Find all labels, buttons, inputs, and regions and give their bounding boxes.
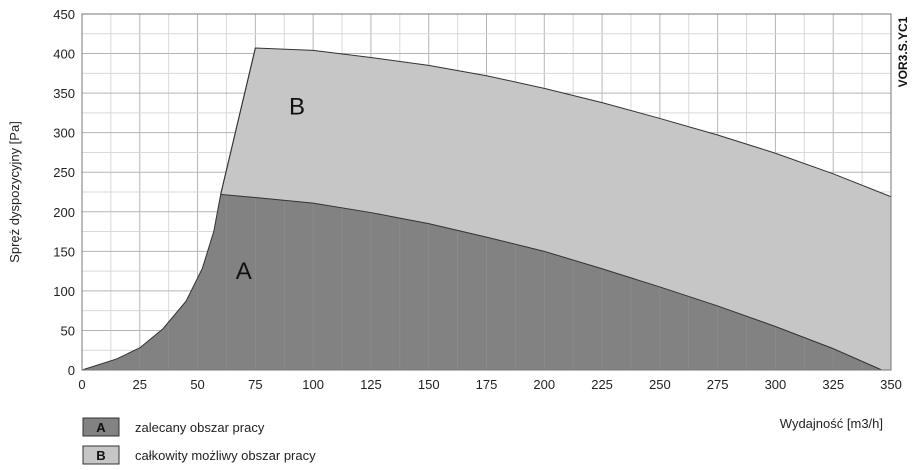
y-tick-label: 300 [53,126,75,141]
legend-item-b: B całkowity możliwy obszar pracy [82,445,316,465]
legend-item-a: A zalecany obszar pracy [82,417,265,437]
legend-label-a: zalecany obszar pracy [135,420,265,435]
y-tick-label: 50 [61,323,75,338]
x-tick-label: 75 [248,377,262,392]
area-a-upper-curve [81,193,882,371]
legend-key-a: A [96,420,106,435]
y-tick-label: 350 [53,86,75,101]
x-tick-label: 325 [822,377,844,392]
y-tick-labels: 0 50 100 150 200 250 300 350 400 450 [53,7,75,378]
region-labels: AB [236,93,305,285]
y-tick-label: 400 [53,47,75,62]
legend-swatch-b [82,445,120,465]
x-tick-label: 125 [360,377,382,392]
x-axis-label: Wydajność [m3/h] [780,416,883,431]
x-tick-label: 150 [418,377,440,392]
x-tick-label: 250 [649,377,671,392]
region-label-b: B [289,93,305,120]
x-tick-label: 350 [880,377,902,392]
y-tick-label: 250 [53,165,75,180]
plot-frame [81,13,892,371]
area-b-upper-curve [220,47,892,198]
y-axis-label: Spręż dyspozycyjny [Pa] [7,121,22,263]
legend: A zalecany obszar pracy B całkowity możl… [82,417,316,465]
x-tick-label: 300 [765,377,787,392]
y-tick-label: 450 [53,7,75,22]
model-label: VOR3.S.YC1 [896,16,910,87]
y-tick-label: 0 [68,363,75,378]
plot-border [81,13,892,371]
areas [81,47,892,371]
x-tick-label: 0 [78,377,85,392]
x-tick-labels: 0 25 50 75 100 125 150 175 200 225 250 275 300 325 350 [78,377,901,392]
x-tick-label: 100 [302,377,324,392]
y-tick-label: 200 [53,205,75,220]
x-tick-label: 225 [591,377,613,392]
y-tick-label: 150 [53,244,75,259]
x-tick-label: 25 [133,377,147,392]
area-a [82,194,882,370]
x-tick-label: 175 [476,377,498,392]
region-label-a: A [236,258,252,285]
area-b [220,48,891,371]
legend-key-b: B [96,448,105,463]
x-tick-label: 50 [190,377,204,392]
area-b-left-edge [220,47,256,195]
x-tick-label: 275 [707,377,729,392]
legend-swatch-a [82,417,120,437]
x-tick-label: 200 [533,377,555,392]
y-tick-label: 100 [53,284,75,299]
legend-label-b: całkowity możliwy obszar pracy [135,448,316,463]
